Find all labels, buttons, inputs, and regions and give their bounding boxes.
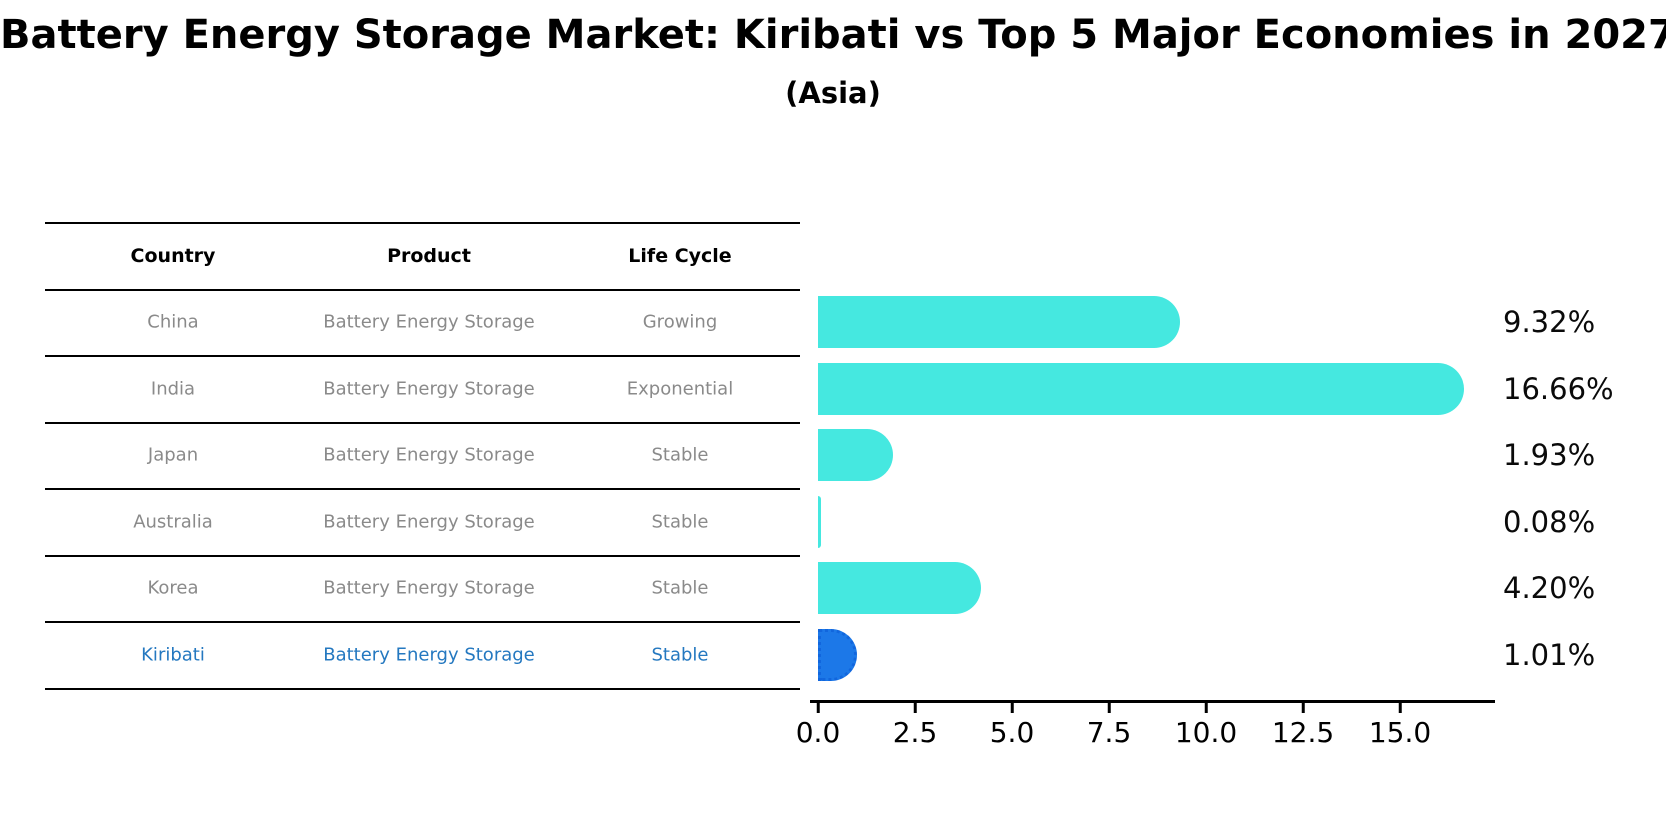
product-cell: Battery Energy Storage: [323, 378, 535, 399]
axis-tick: [1301, 702, 1305, 713]
x-axis-line: [810, 700, 1495, 703]
axis-tick: [1010, 702, 1014, 713]
value-label: 1.01%: [1503, 637, 1596, 672]
column-header: Life Cycle: [628, 244, 732, 267]
table-rule: [45, 288, 800, 291]
lifecycle-cell: Stable: [651, 511, 709, 532]
country-cell: China: [147, 311, 199, 333]
bar: [818, 362, 1465, 415]
value-label: 1.93%: [1503, 438, 1596, 472]
bar: [818, 429, 893, 481]
lifecycle-cell: Exponential: [626, 378, 734, 399]
bar: [818, 495, 822, 548]
country-cell: Kiribati: [141, 644, 205, 665]
product-cell: Battery Energy Storage: [323, 511, 535, 532]
axis-tick: [913, 702, 917, 713]
table-rule: [45, 222, 800, 224]
bar: [818, 296, 1180, 348]
country-cell: Australia: [133, 511, 213, 532]
country-cell: Korea: [147, 577, 199, 599]
axis-tick: [816, 702, 820, 713]
highlight-bar: [818, 628, 858, 681]
lifecycle-cell: Stable: [651, 644, 709, 665]
axis-tick: [1204, 702, 1208, 713]
lifecycle-cell: Growing: [642, 311, 718, 333]
lifecycle-cell: Stable: [651, 444, 709, 466]
column-header: Country: [130, 244, 216, 267]
lifecycle-cell: Stable: [651, 577, 709, 599]
product-cell: Battery Energy Storage: [323, 311, 535, 333]
axis-tick-label: 0.0: [795, 716, 841, 749]
country-cell: India: [150, 378, 196, 399]
axis-tick-label: 15.0: [1368, 716, 1432, 749]
axis-tick-label: 10.0: [1174, 716, 1238, 749]
table-rule: [45, 488, 800, 490]
value-label: 9.32%: [1503, 305, 1596, 339]
column-header: Product: [387, 244, 471, 267]
product-cell: Battery Energy Storage: [323, 444, 535, 466]
table-rule: [45, 687, 800, 690]
value-label: 4.20%: [1503, 571, 1596, 605]
axis-tick-label: 7.5: [1086, 716, 1132, 749]
product-cell: Battery Energy Storage: [323, 644, 535, 665]
axis-tick: [1107, 702, 1111, 713]
table-rule: [45, 621, 800, 623]
axis-tick: [1398, 702, 1402, 713]
axis-tick-label: 5.0: [989, 716, 1035, 749]
table-rule: [45, 421, 800, 424]
axis-tick-label: 2.5: [892, 716, 938, 749]
table-rule: [45, 554, 800, 557]
product-cell: Battery Energy Storage: [323, 577, 535, 599]
value-label: 16.66%: [1503, 371, 1614, 406]
table-rule: [45, 355, 800, 357]
axis-tick-label: 12.5: [1271, 716, 1335, 749]
chart-subtitle: (Asia): [785, 76, 881, 110]
country-cell: Japan: [147, 444, 199, 466]
bar: [818, 562, 981, 614]
page-title: Battery Energy Storage Market: Kiribati …: [0, 12, 1666, 58]
value-label: 0.08%: [1503, 504, 1596, 539]
